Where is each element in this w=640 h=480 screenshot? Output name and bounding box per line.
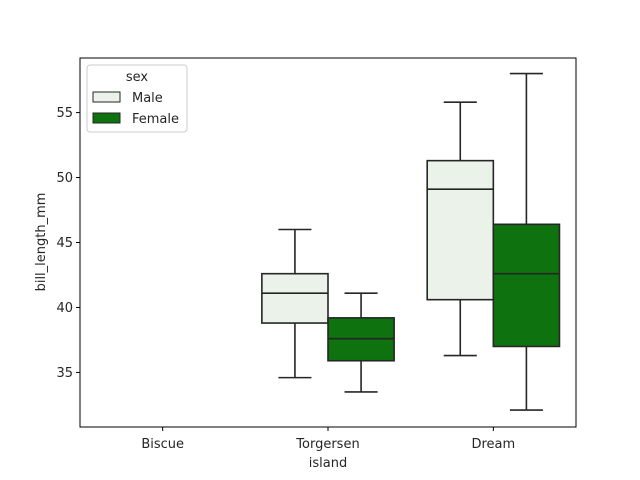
legend: sex Male Female: [86, 64, 188, 133]
legend-swatch-female: [92, 112, 121, 124]
plot-frame: [79, 57, 577, 428]
y-tick-label: 40: [56, 301, 73, 316]
y-tick-label: 50: [56, 171, 73, 186]
box-iqr: [492, 223, 561, 348]
box-female-torgersen: [327, 292, 395, 393]
y-tick-label: 45: [56, 236, 73, 251]
legend-swatch-male: [92, 91, 121, 103]
box-male-dream: [426, 101, 495, 357]
x-axis: Biscue Torgersen Dream: [141, 427, 515, 452]
y-tick-label: 55: [56, 106, 73, 121]
y-axis: 35 40 45 50 55: [56, 106, 80, 381]
legend-title: sex: [126, 70, 149, 85]
box-iqr: [426, 159, 495, 301]
y-tick-label: 35: [56, 366, 73, 381]
box-female-dream: [492, 72, 561, 411]
x-tick-label: Biscue: [141, 437, 184, 452]
legend-label-male: Male: [132, 91, 163, 106]
x-tick-label: Torgersen: [295, 437, 359, 452]
box-iqr: [261, 272, 329, 324]
legend-label-female: Female: [132, 112, 179, 127]
x-axis-label: island: [309, 456, 347, 471]
y-axis-label: bill_length_mm: [34, 193, 49, 292]
box-layer: [261, 72, 561, 411]
box-male-torgersen: [261, 228, 329, 379]
x-tick-label: Dream: [471, 437, 515, 452]
